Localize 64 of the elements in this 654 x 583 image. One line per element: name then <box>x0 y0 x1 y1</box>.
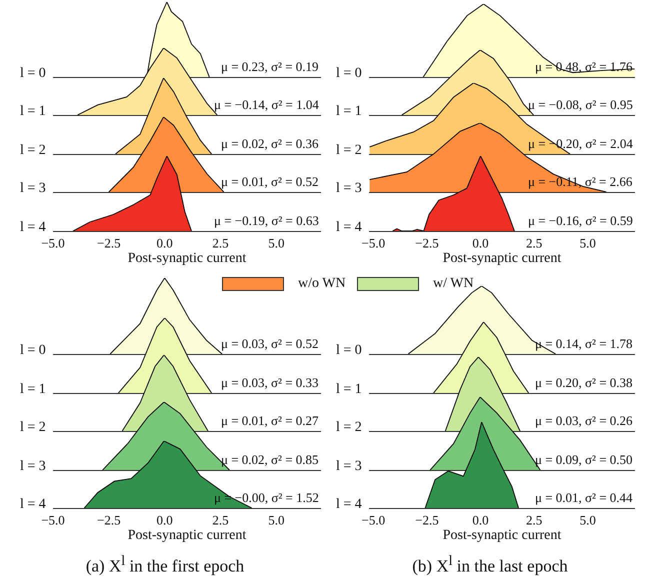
text: (a) X$^{l}$ in the first epoch <box>86 553 244 577</box>
annotation: μ = −0.19, σ² = 0.63 <box>214 213 319 228</box>
annotation: μ = −0.14, σ² = 1.04 <box>214 97 320 112</box>
y-axis-title: l = 2 <box>20 420 46 435</box>
x-tick-label: 0.0 <box>156 236 173 251</box>
annotation: μ = −0.16, σ² = 0.59 <box>528 213 633 228</box>
x-tick-label: −5.0 <box>361 236 386 251</box>
x-tick-label: 5.0 <box>580 512 596 528</box>
x-tick-label: 5.0 <box>268 512 284 528</box>
y-axis-title: l = 4 <box>336 220 362 235</box>
y-axis-title: l = 0 <box>336 343 362 358</box>
y-axis-title: l = 1 <box>20 104 46 119</box>
x-axis-title: Post-synaptic current <box>442 528 562 543</box>
annotation: μ = 0.01, σ² = 0.52 <box>221 174 319 189</box>
x-axis-title: Post-synaptic current <box>128 250 246 266</box>
y-axis-title: l = 1 <box>336 382 362 397</box>
x-tick-label: −5.0 <box>41 512 65 528</box>
annotation: μ = −0.08, σ² = 0.95 <box>528 97 633 112</box>
annotation: μ = 0.01, σ² = 0.44 <box>535 490 634 505</box>
annotation: μ = 0.01, σ² = 0.27 <box>221 413 320 428</box>
y-axis-title: l = 4 <box>336 497 362 512</box>
x-tick-label: −5.0 <box>41 236 65 251</box>
x-tick-label: −2.5 <box>97 512 121 528</box>
x-tick-label: 5.0 <box>580 236 596 251</box>
x-tick-label: 2.5 <box>526 512 542 528</box>
x-tick-label: −2.5 <box>415 512 439 528</box>
annotation: μ = 0.03, σ² = 0.52 <box>221 336 319 351</box>
y-axis-title: l = 3 <box>20 459 46 474</box>
y-axis-title: l = 3 <box>336 459 362 474</box>
x-tick-label: −2.5 <box>97 236 121 251</box>
y-axis-title: l = 2 <box>20 143 46 158</box>
x-tick-label: 0.0 <box>472 236 489 251</box>
annotation: μ = 0.03, σ² = 0.26 <box>535 413 634 428</box>
y-axis-title: l = 0 <box>336 66 362 81</box>
annotation: μ = 0.02, σ² = 0.36 <box>221 136 320 151</box>
annotation: μ = 0.20, σ² = 0.38 <box>535 375 633 390</box>
y-axis-title: l = 1 <box>20 382 46 397</box>
annotation: μ = 0.23, σ² = 0.19 <box>221 59 319 74</box>
x-tick-label: 2.5 <box>526 236 542 251</box>
y-axis-title: l = 4 <box>20 497 46 512</box>
y-axis-title: l = 0 <box>20 343 46 358</box>
y-axis-title: l = 3 <box>336 181 362 196</box>
y-axis-title: l = 0 <box>20 66 46 81</box>
y-axis-title: l = 3 <box>20 181 46 196</box>
annotation: μ = 0.09, σ² = 0.50 <box>535 452 633 467</box>
category-label: w/o WN <box>298 276 346 292</box>
x-axis-title: Post-synaptic current <box>442 250 562 266</box>
x-tick-label: 0.0 <box>472 512 489 528</box>
annotation: μ = 0.02, σ² = 0.85 <box>221 452 319 467</box>
annotation: μ = 0.03, σ² = 0.33 <box>221 375 319 390</box>
y-axis-title: l = 4 <box>20 220 46 235</box>
x-tick-label: 2.5 <box>212 236 229 251</box>
text: (b) X$^{l}$ in the last epoch <box>412 553 568 577</box>
x-tick-label: 0.0 <box>156 512 173 528</box>
category-label: w/ WN <box>433 276 474 292</box>
y-axis-title: l = 1 <box>336 104 362 119</box>
x-tick-label: 5.0 <box>268 236 284 251</box>
annotation: μ = −0.00, σ² = 1.52 <box>214 490 319 505</box>
x-tick-label: −5.0 <box>361 512 386 528</box>
y-axis-title: l = 2 <box>336 420 362 435</box>
y-axis-title: l = 2 <box>336 143 362 158</box>
x-tick-label: 2.5 <box>212 512 229 528</box>
x-tick-label: −2.5 <box>415 236 439 251</box>
x-axis-title: Post-synaptic current <box>128 528 246 543</box>
